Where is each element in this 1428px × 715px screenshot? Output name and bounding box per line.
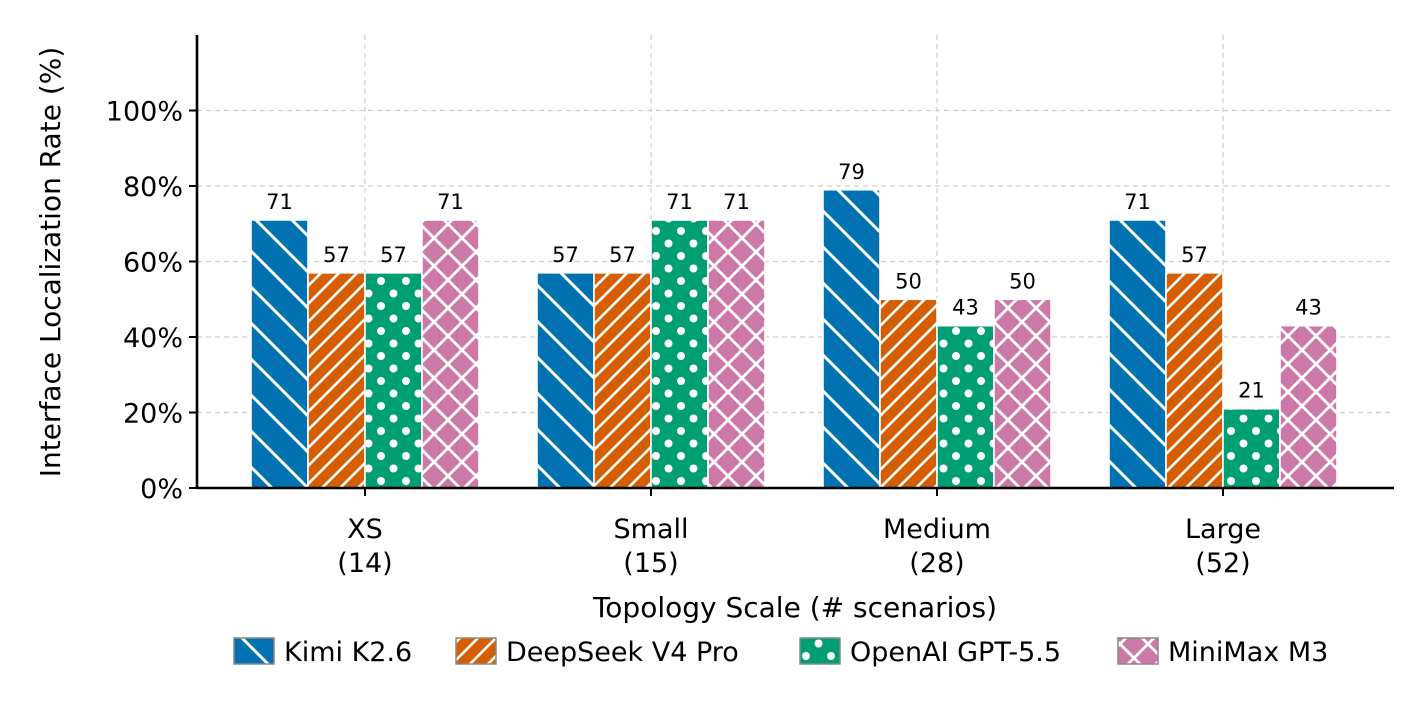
legend-label: MiniMax M3 (1168, 637, 1328, 668)
bars (250, 188, 1338, 489)
legend-item: MiniMax M3 (1117, 637, 1328, 668)
bar-openai-gpt-5-5 (936, 324, 995, 489)
y-tick-label: 40% (123, 323, 183, 354)
x-tick-label: XS (14) (337, 514, 392, 579)
legend-item: DeepSeek V4 Pro (455, 637, 739, 668)
y-tick-label: 100% (106, 97, 183, 128)
x-tick-label: Small (15) (614, 514, 689, 579)
bar-openai-gpt-5-5 (1222, 407, 1281, 489)
bar-value-label: 57 (609, 243, 636, 267)
legend-label: Kimi K2.6 (284, 637, 412, 668)
bar-value-label: 71 (437, 190, 464, 214)
legend-label: DeepSeek V4 Pro (506, 637, 739, 668)
legend: Kimi K2.6 DeepSeek V4 Pro OpenAI GPT-5.5 Mi… (233, 637, 1328, 668)
bar-deepseek-v4-pro (593, 272, 652, 489)
bar-value-label: 57 (1181, 243, 1208, 267)
bar-value-label: 50 (1009, 269, 1036, 293)
tick-labels: 0% 20% 40% 60% 80% 100% XS (14) Small (15) Medium(… (106, 97, 1261, 580)
bar-kimi-k2-6 (1108, 219, 1167, 489)
bar-value-label: 71 (266, 190, 293, 214)
bar-value-label: 43 (1295, 296, 1322, 320)
legend-item: Kimi K2.6 (233, 637, 412, 668)
y-tick-label: 20% (123, 399, 183, 430)
bar-minimax-m3 (1279, 324, 1338, 489)
bar-kimi-k2-6 (536, 272, 595, 489)
legend-swatch (233, 637, 275, 665)
bar-value-label: 79 (838, 160, 865, 184)
legend-swatch (799, 637, 841, 665)
bar-kimi-k2-6 (250, 219, 309, 489)
bar-value-label: 71 (666, 190, 693, 214)
legend-swatch (1117, 637, 1159, 665)
y-tick-label: 0% (140, 474, 183, 505)
bar-value-label: 57 (380, 243, 407, 267)
bar-minimax-m3 (421, 219, 480, 489)
y-tick-label: 60% (123, 248, 183, 279)
bar-value-label: 50 (895, 269, 922, 293)
y-tick-label: 80% (123, 172, 183, 203)
bar-deepseek-v4-pro (1165, 272, 1224, 489)
bar-value-label: 71 (1124, 190, 1151, 214)
y-axis-title: Interface Localization Rate (%) (34, 47, 67, 478)
x-axis-title: Topology Scale (# scenarios) (592, 591, 997, 624)
bar-deepseek-v4-pro (307, 272, 366, 489)
bar-openai-gpt-5-5 (364, 272, 423, 489)
legend-swatch (455, 637, 497, 665)
bar-value-label: 43 (952, 296, 979, 320)
data-labels: 71 57 79 71 57 57 50 57 57 71 43 21 71 71 50 43 (266, 160, 1322, 403)
x-tick-label: Medium (28) (883, 514, 991, 579)
bar-deepseek-v4-pro (879, 298, 938, 489)
bar-value-label: 57 (552, 243, 579, 267)
bar-minimax-m3 (993, 298, 1052, 489)
bar-value-label: 71 (723, 190, 750, 214)
legend-item: OpenAI GPT-5.5 (799, 637, 1061, 668)
bar-value-label: 21 (1238, 379, 1265, 403)
bar-openai-gpt-5-5 (650, 219, 709, 489)
x-tick-label: Large (52) (1185, 514, 1261, 579)
legend-label: OpenAI GPT-5.5 (850, 637, 1061, 668)
bar-minimax-m3 (707, 219, 766, 489)
bar-kimi-k2-6 (822, 188, 881, 489)
bar-value-label: 57 (323, 243, 350, 267)
